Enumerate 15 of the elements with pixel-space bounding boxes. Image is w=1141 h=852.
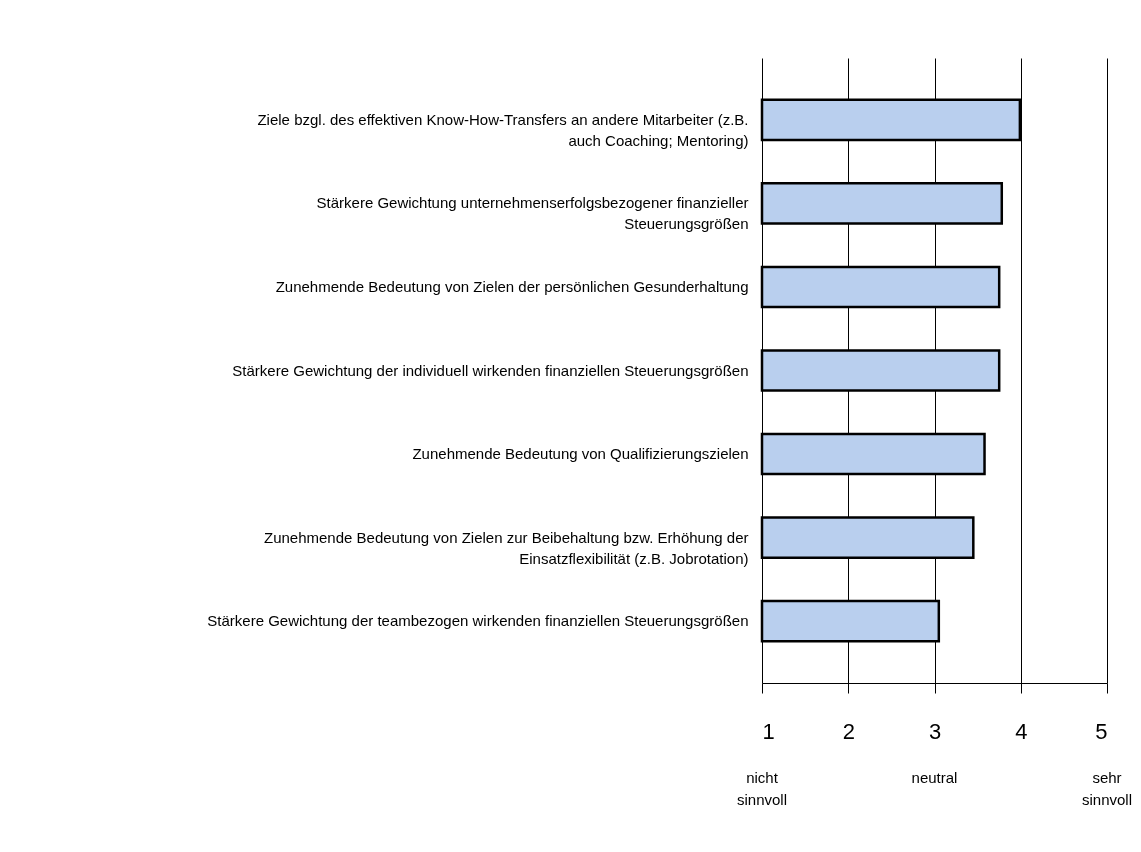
y-tick-label: Stärkere Gewichtung der individuell wirkenden finanziellen Steuerungsgrößen	[232, 361, 749, 379]
y-tick-label: Zunehmende Bedeutung von Zielen der persönlichen Gesunderhaltung	[275, 277, 749, 295]
x-tick-label: 4	[1015, 718, 1028, 744]
y-tick-label: Zunehmende Bedeutung von Zielen zur Beibehaltung bzw. Erhöhung der Einsatzflexibilität (z.B. Jobrotation)	[263, 528, 749, 567]
y-tick-label: Stärkere Gewichtung der teambezogen wirkenden finanziellen Steuerungsgrößen	[207, 612, 749, 630]
y-tick-label: Stärkere Gewichtung unternehmenserfolgsbezogener finanzieller Steuerungsgrößen	[316, 194, 749, 233]
x-tick-label: 1	[762, 718, 775, 744]
text: neutral	[911, 769, 958, 786]
y-tick-label: Ziele bzgl. des effektiven Know-How-Transfers an andere Mitarbeiter (z.B. auch Coaching; Mentoring)	[257, 110, 749, 149]
y-tick-label: Zunehmende Bedeutung von Qualifizierungszielen	[412, 445, 749, 463]
x-tick-label: 5	[1095, 718, 1108, 744]
text: sehr sinnvoll	[1081, 769, 1133, 808]
x-tick-label: 2	[842, 718, 855, 744]
text: nicht sinnvoll	[736, 769, 788, 808]
x-tick-label: 3	[928, 718, 942, 744]
